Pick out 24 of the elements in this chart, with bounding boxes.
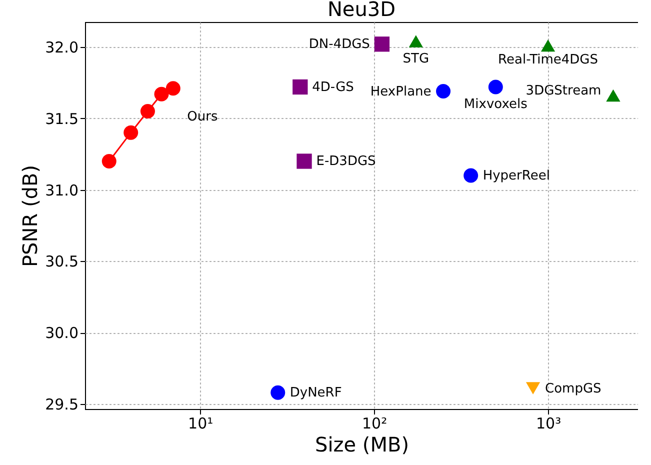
x-tick-label: 10² (362, 414, 388, 432)
y-tick-label: 31.0 (45, 181, 78, 200)
series-label: HyperReel (482, 168, 550, 184)
y-tick-label: 31.5 (45, 110, 78, 128)
series-label: DyNeRF (290, 386, 342, 401)
series-label: Ours (187, 109, 218, 124)
series-label: Mixvoxels (464, 96, 528, 112)
y-tick-label: 30.0 (45, 324, 78, 342)
x-tick-label: 10³ (536, 414, 562, 432)
series-label: E-D3DGS (316, 154, 376, 170)
series-label: HexPlane (370, 84, 432, 100)
y-tick-label: 29.5 (45, 396, 78, 414)
y-axis-title: PSNR (dB) (18, 165, 42, 267)
series-label: Real-Time4DGS (498, 52, 598, 68)
x-tick-label: 10¹ (188, 414, 214, 432)
chart-title: Neu3D (327, 0, 396, 21)
series-label: 4D-GS (312, 80, 354, 95)
y-tick-label: 30.5 (45, 252, 78, 271)
series-label: 3DGStream (526, 84, 602, 99)
x-axis-title: Size (MB) (315, 432, 409, 456)
series-label: CompGS (545, 381, 602, 396)
series-label: DN-4DGS (308, 37, 370, 52)
series-label: STG (402, 51, 430, 66)
y-tick-label: 32.0 (45, 38, 78, 56)
